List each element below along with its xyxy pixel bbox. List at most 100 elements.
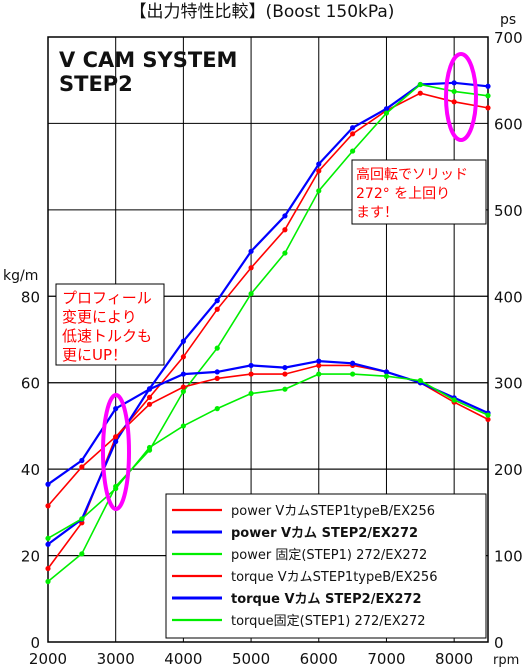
highlight-ellipses — [101, 52, 478, 511]
series-6-point — [113, 485, 119, 492]
series-1-point — [282, 227, 288, 233]
annotation-high-rpm-line-1: 高回転でソリッド — [356, 166, 468, 183]
subtitle-line-2: STEP2 — [59, 72, 133, 96]
annotation-high-rpm: 高回転でソリッド 272° を上回り ます！ — [351, 159, 487, 225]
series-5-point — [282, 364, 288, 371]
series-5-point — [79, 457, 85, 464]
series-6-point — [79, 516, 85, 522]
series-4-point — [282, 371, 288, 377]
highlight-ellipse-low-rpm — [101, 393, 131, 511]
right-tick-label: 100 — [494, 548, 523, 566]
x-axis-unit: rpm — [493, 653, 519, 668]
left-tick-label: 40 — [21, 461, 40, 479]
series-2-point — [180, 338, 186, 344]
series-lines — [45, 80, 491, 585]
series-4-point — [45, 503, 51, 509]
series-1-point — [417, 90, 423, 96]
legend-label-6: torque固定(STEP1) 272/EX272 — [231, 614, 426, 629]
series-2-point — [350, 125, 356, 131]
series-6-point — [485, 412, 491, 418]
x-tick-label: 2000 — [29, 650, 67, 668]
highlight-ellipse-high-rpm — [444, 52, 478, 142]
series-2-point — [316, 161, 322, 167]
series-1-point — [45, 565, 51, 572]
legend-label-2: power Vカム STEP2/EX272 — [231, 526, 418, 541]
series-6-point — [316, 371, 322, 377]
right-tick-label: 500 — [494, 202, 523, 220]
series-3-point — [451, 88, 457, 95]
series-6-point — [383, 373, 390, 379]
series-4-point — [79, 464, 85, 470]
series-3-point — [248, 291, 254, 297]
left-tick-label: 0 — [30, 634, 40, 652]
series-3-point — [485, 93, 491, 99]
series-5-point — [383, 369, 390, 375]
series-5-point — [214, 369, 220, 375]
left-tick-label: 20 — [21, 548, 40, 566]
series-5-point — [248, 362, 254, 369]
series-4-point — [248, 371, 254, 377]
series-2-point — [45, 541, 51, 547]
legend-label-5: torque Vカム STEP2/EX272 — [231, 592, 422, 607]
series-line-5 — [47, 359, 489, 486]
series-3-point — [45, 578, 51, 585]
right-tick-label: 400 — [494, 288, 523, 306]
series-6-point — [146, 444, 153, 451]
series-2-point — [113, 438, 119, 445]
series-3-point — [350, 148, 356, 154]
annotation-high-rpm-line-3: ます！ — [356, 205, 398, 221]
legend-label-3: power 固定(STEP1) 272/EX272 — [231, 548, 427, 563]
series-3-point — [282, 250, 288, 256]
annotation-low-rpm-line-4: 更にUP！ — [62, 346, 127, 364]
series-4-point — [113, 434, 119, 440]
series-1-point — [180, 354, 186, 360]
legend-label-4: torque VカムSTEP1typeB/EX256 — [231, 570, 437, 585]
series-5-point — [316, 358, 322, 364]
series-3-point — [214, 345, 220, 351]
annotation-low-rpm-line-3: 低速トルクも — [62, 327, 152, 345]
right-tick-label: 700 — [494, 29, 523, 47]
series-3-point — [383, 110, 390, 116]
legend: power VカムSTEP1typeB/EX256 power Vカム STEP2… — [165, 493, 487, 639]
series-5-point — [146, 386, 153, 392]
right-tick-label: 0 — [494, 634, 504, 652]
annotation-high-rpm-line-2: 272° を上回り — [356, 186, 450, 202]
x-tick-label: 5000 — [232, 650, 270, 668]
series-line-6 — [47, 373, 489, 539]
series-1-point — [146, 394, 153, 401]
series-3-point — [79, 551, 85, 557]
x-tick-label: 7000 — [367, 650, 405, 668]
series-2-point — [485, 83, 491, 89]
series-4-point — [316, 362, 322, 369]
series-2-point — [248, 248, 254, 254]
series-6-point — [180, 423, 186, 429]
annotation-low-rpm-line-1: プロフィール — [62, 289, 152, 307]
series-4-point — [146, 401, 153, 407]
x-tick-label: 6000 — [300, 650, 338, 668]
series-4-point — [214, 375, 220, 381]
left-tick-label: 80 — [21, 288, 40, 306]
series-1-point — [214, 306, 220, 312]
series-5-point — [350, 360, 356, 366]
x-tick-label: 3000 — [97, 650, 135, 668]
series-line-3 — [47, 83, 489, 583]
legend-label-1: power VカムSTEP1typeB/EX256 — [231, 504, 435, 519]
series-6-point — [451, 397, 457, 403]
series-6-point — [45, 535, 51, 541]
series-2-point — [282, 213, 288, 219]
right-tick-label: 300 — [494, 375, 523, 393]
series-6-point — [417, 377, 423, 384]
x-tick-label: 4000 — [164, 650, 202, 668]
series-6-point — [350, 371, 356, 377]
series-6-point — [248, 390, 254, 397]
series-1-point — [451, 99, 457, 105]
series-1-point — [485, 105, 491, 111]
subtitle-line-1: V CAM SYSTEM — [59, 48, 237, 72]
series-2-point — [383, 106, 390, 112]
series-4-point — [485, 416, 491, 423]
x-tick-label: 8000 — [435, 650, 473, 668]
annotation-low-rpm-line-2: 変更により — [62, 308, 137, 326]
left-axis-unit: kg/m — [3, 268, 38, 284]
right-tick-label: 600 — [494, 115, 523, 133]
series-3-point — [180, 388, 186, 394]
